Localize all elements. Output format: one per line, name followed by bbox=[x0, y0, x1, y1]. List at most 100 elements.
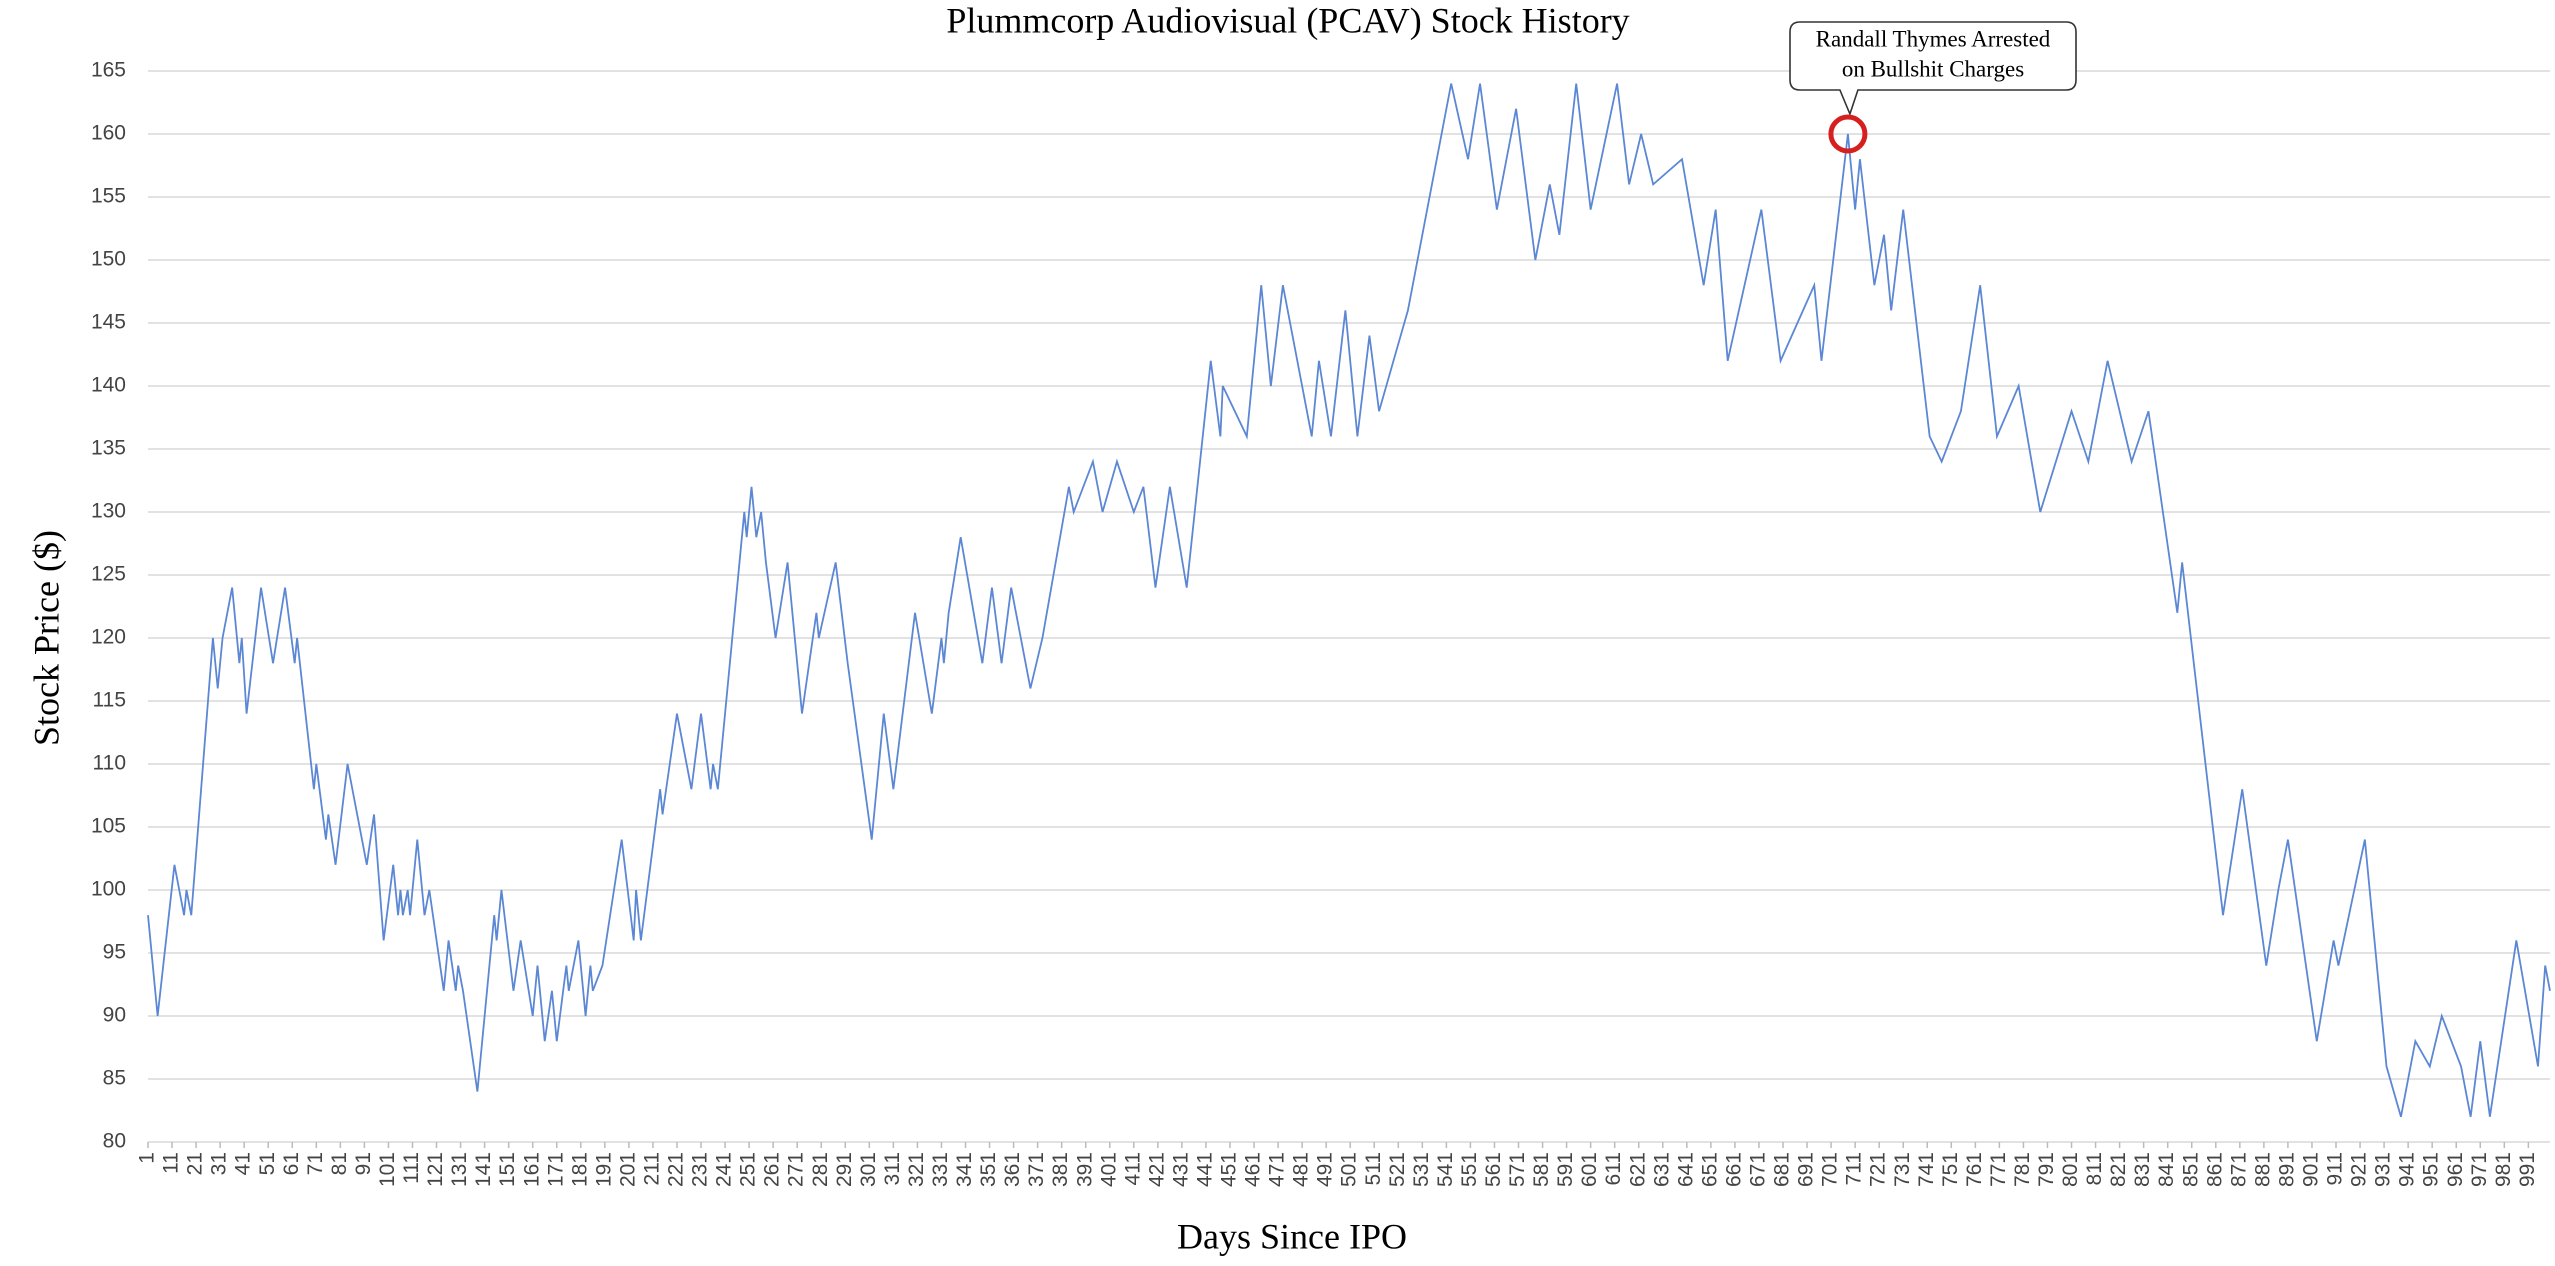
x-tick-label: 191 bbox=[592, 1152, 615, 1187]
x-tick-label: 781 bbox=[2011, 1152, 2034, 1187]
x-tick-label: 481 bbox=[1290, 1152, 1313, 1187]
x-tick-label: 141 bbox=[472, 1152, 495, 1187]
x-tick-label: 341 bbox=[953, 1152, 976, 1187]
x-tick-label: 901 bbox=[2300, 1152, 2323, 1187]
x-tick-label: 401 bbox=[1097, 1152, 1120, 1187]
x-tick-label: 791 bbox=[2035, 1152, 2058, 1187]
x-tick-label: 51 bbox=[256, 1152, 279, 1175]
x-tick-label: 431 bbox=[1169, 1152, 1192, 1187]
y-tick-label: 115 bbox=[93, 689, 126, 712]
x-tick-label: 371 bbox=[1025, 1152, 1048, 1187]
y-axis-label: Stock Price ($) bbox=[26, 530, 66, 746]
y-tick-label: 145 bbox=[91, 311, 126, 334]
x-tick-label: 61 bbox=[280, 1152, 303, 1175]
x-tick-label: 831 bbox=[2131, 1152, 2154, 1187]
x-tick-label: 821 bbox=[2107, 1152, 2130, 1187]
callout-text: Randall Thymes Arrested bbox=[1816, 26, 2051, 51]
x-tick-label: 501 bbox=[1338, 1152, 1361, 1187]
x-tick-label: 291 bbox=[833, 1152, 856, 1187]
x-tick-label: 961 bbox=[2444, 1152, 2467, 1187]
callout-box bbox=[1789, 21, 2077, 117]
callout-text: on Bullshit Charges bbox=[1842, 56, 2024, 81]
y-tick-label: 155 bbox=[91, 185, 126, 208]
x-tick-label: 451 bbox=[1218, 1152, 1241, 1187]
x-tick-label: 151 bbox=[496, 1152, 519, 1187]
y-tick-label: 95 bbox=[103, 941, 126, 964]
x-tick-label: 381 bbox=[1049, 1152, 1072, 1187]
x-tick-label: 741 bbox=[1915, 1152, 1938, 1187]
x-tick-label: 531 bbox=[1410, 1152, 1433, 1187]
x-tick-label: 851 bbox=[2179, 1152, 2202, 1187]
x-tick-label: 91 bbox=[352, 1152, 375, 1175]
y-tick-label: 130 bbox=[91, 500, 126, 523]
x-tick-label: 581 bbox=[1530, 1152, 1553, 1187]
x-tick-label: 561 bbox=[1482, 1152, 1505, 1187]
x-tick-label: 321 bbox=[905, 1152, 928, 1187]
x-tick-label: 21 bbox=[184, 1152, 207, 1175]
x-tick-label: 801 bbox=[2059, 1152, 2082, 1187]
x-axis-label: Days Since IPO bbox=[1177, 1216, 1407, 1256]
x-tick-label: 971 bbox=[2468, 1152, 2491, 1187]
y-tick-label: 85 bbox=[103, 1067, 126, 1090]
x-tick-label: 641 bbox=[1674, 1152, 1697, 1187]
x-tick-label: 871 bbox=[2227, 1152, 2250, 1187]
x-tick-label: 981 bbox=[2492, 1152, 2515, 1187]
x-tick-label: 511 bbox=[1362, 1152, 1385, 1185]
x-tick-label: 681 bbox=[1771, 1152, 1794, 1187]
x-tick-label: 301 bbox=[857, 1152, 880, 1187]
x-tick-label: 111 bbox=[400, 1152, 423, 1184]
x-tick-label: 441 bbox=[1193, 1152, 1216, 1187]
x-tick-label: 881 bbox=[2251, 1152, 2274, 1187]
x-tick-label: 921 bbox=[2348, 1152, 2371, 1187]
x-tick-label: 251 bbox=[737, 1152, 760, 1187]
x-tick-label: 951 bbox=[2420, 1152, 2443, 1187]
x-tick-label: 421 bbox=[1145, 1152, 1168, 1187]
x-tick-label: 711 bbox=[1843, 1152, 1866, 1185]
x-tick-label: 631 bbox=[1650, 1152, 1673, 1187]
y-tick-label: 150 bbox=[91, 248, 126, 271]
x-tick-label: 861 bbox=[2203, 1152, 2226, 1187]
x-tick-label: 661 bbox=[1722, 1152, 1745, 1187]
x-tick-label: 691 bbox=[1795, 1152, 1818, 1187]
x-tick-label: 611 bbox=[1602, 1152, 1625, 1185]
y-tick-label: 90 bbox=[103, 1004, 126, 1027]
x-tick-label: 941 bbox=[2396, 1152, 2419, 1187]
x-tick-label: 221 bbox=[665, 1152, 688, 1187]
x-tick-label: 571 bbox=[1506, 1152, 1529, 1187]
x-tick-label: 391 bbox=[1073, 1152, 1096, 1187]
x-tick-label: 411 bbox=[1121, 1152, 1144, 1185]
x-tick-label: 751 bbox=[1939, 1152, 1962, 1187]
x-tick-label: 461 bbox=[1242, 1152, 1265, 1187]
x-tick-label: 71 bbox=[304, 1152, 327, 1175]
x-tick-label: 911 bbox=[2324, 1152, 2347, 1185]
x-tick-label: 551 bbox=[1458, 1152, 1481, 1187]
x-tick-label: 701 bbox=[1819, 1152, 1842, 1187]
y-tick-label: 100 bbox=[91, 878, 126, 901]
y-tick-label: 110 bbox=[93, 752, 126, 775]
y-tick-label: 105 bbox=[91, 815, 126, 838]
x-tick-label: 521 bbox=[1386, 1152, 1409, 1187]
x-tick-label: 811 bbox=[2083, 1152, 2106, 1185]
price-line bbox=[147, 83, 2551, 1118]
y-tick-label: 80 bbox=[103, 1130, 126, 1153]
x-tick-label: 931 bbox=[2372, 1152, 2395, 1187]
x-tick-label: 41 bbox=[232, 1152, 255, 1175]
x-tick-label: 1 bbox=[136, 1152, 159, 1164]
x-tick-label: 651 bbox=[1698, 1152, 1721, 1187]
y-tick-label: 140 bbox=[91, 374, 126, 397]
x-tick-label: 181 bbox=[568, 1152, 591, 1187]
y-tick-label: 135 bbox=[91, 437, 126, 460]
x-tick-label: 891 bbox=[2275, 1152, 2298, 1187]
x-tick-label: 211 bbox=[640, 1152, 663, 1185]
x-tick-label: 761 bbox=[1963, 1152, 1986, 1187]
x-tick-label: 241 bbox=[713, 1152, 736, 1187]
chart-title: Plummcorp Audiovisual (PCAV) Stock Histo… bbox=[946, 0, 1629, 40]
x-tick-label: 281 bbox=[809, 1152, 832, 1187]
x-tick-label: 101 bbox=[376, 1152, 399, 1187]
x-tick-label: 121 bbox=[424, 1152, 447, 1187]
x-tick-label: 991 bbox=[2516, 1152, 2539, 1187]
y-tick-label: 125 bbox=[91, 563, 126, 586]
x-tick-label: 541 bbox=[1434, 1152, 1457, 1187]
x-tick-label: 601 bbox=[1578, 1152, 1601, 1187]
